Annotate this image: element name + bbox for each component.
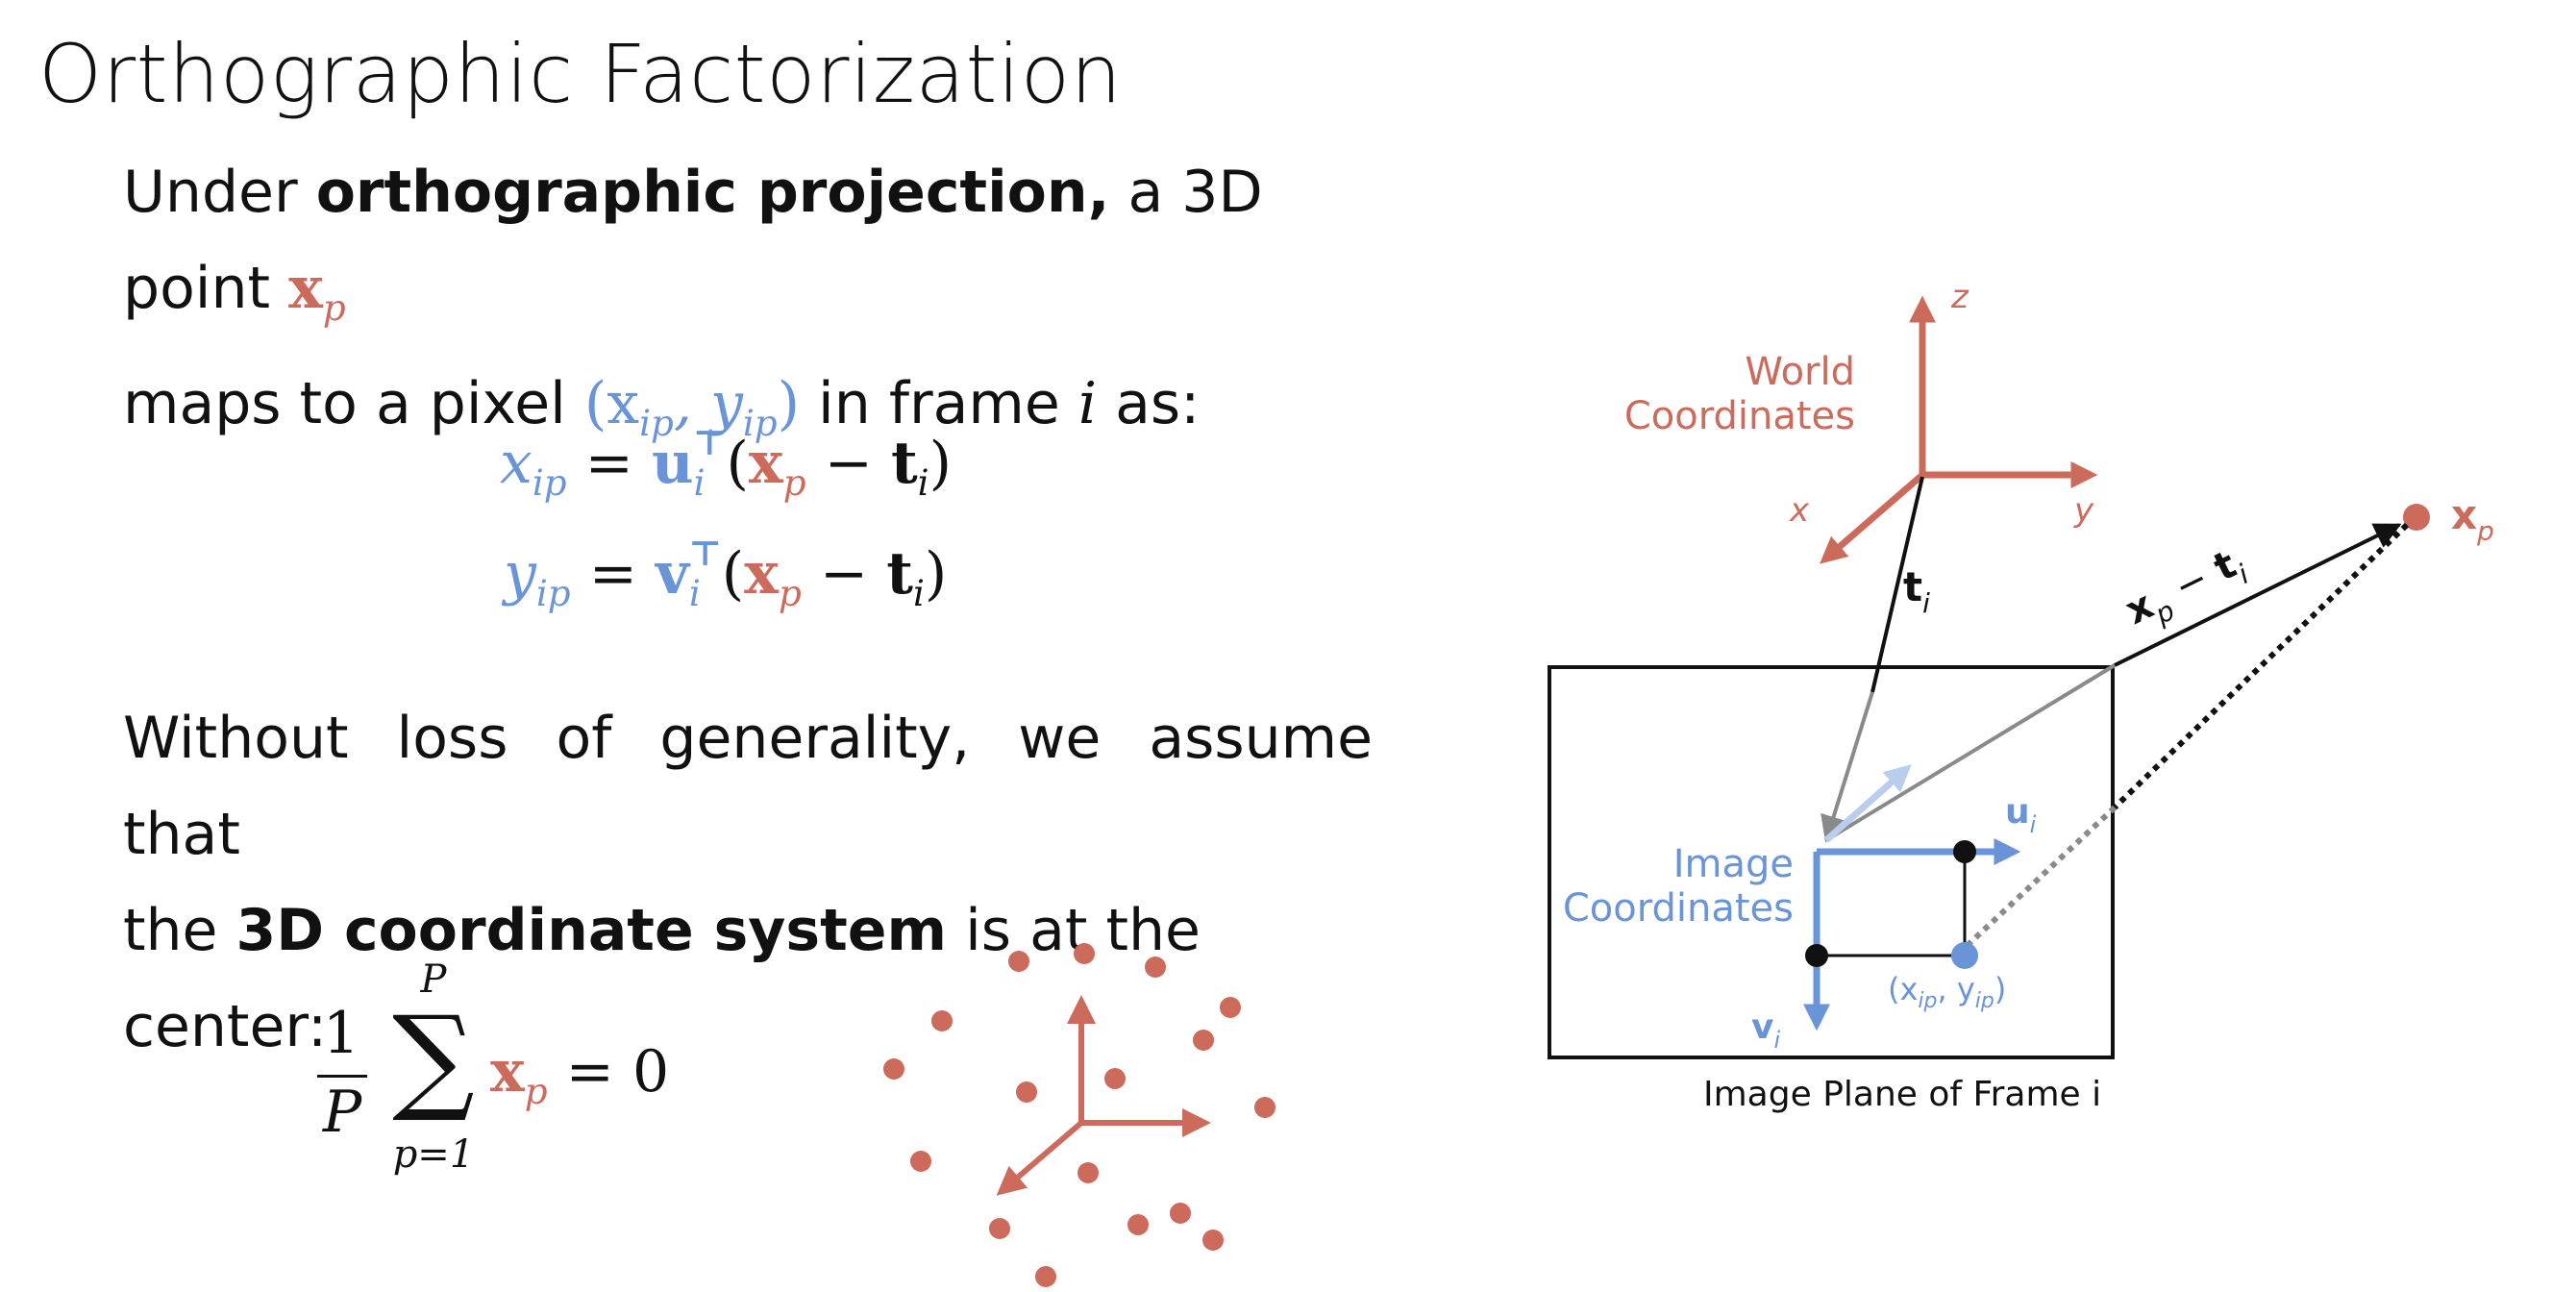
cloud-point [1008, 951, 1029, 972]
centering-equation: 1 P P ∑ p=1 xp = 0 [317, 957, 721, 1192]
fraction-denominator: P [322, 1079, 362, 1146]
v-projection-point [1805, 944, 1828, 967]
sum-upper-limit: P [420, 957, 447, 1002]
cloud-point [989, 1218, 1010, 1239]
world-x-label: x [1789, 491, 1810, 530]
axis-diagonal [996, 1120, 1083, 1196]
image-plane-caption: Image Plane of Frame i [1703, 1075, 2101, 1114]
intro-bold-term: orthographic projection, [315, 159, 1110, 226]
sum-term: xp = 0 [490, 1038, 670, 1113]
point-cloud [883, 943, 1276, 1287]
cloud-point [1254, 1097, 1276, 1118]
dotted-projection-inside [1962, 805, 2118, 951]
pixel-symbol: (xip, yip) [583, 370, 800, 445]
point-vector-label: xp − ti [2118, 539, 2254, 641]
world-z-label: z [1950, 278, 1969, 316]
u-projection-point [1953, 840, 1976, 863]
image-plane-frame [1548, 665, 2115, 1059]
image-depth-axis [1823, 764, 1912, 843]
assumption-line-1: Without loss of generality, we assume th… [123, 705, 1373, 868]
pixel-label: (xip, yip) [1888, 971, 2006, 1013]
cloud-point [1193, 1030, 1214, 1051]
image-v-label: vi [1751, 1007, 1780, 1054]
intro-text: as: [1097, 370, 1201, 438]
cloud-point [1220, 997, 1241, 1018]
point-symbol: xp [288, 255, 346, 330]
image-label-line1: Image [1673, 842, 1794, 886]
intro-text: a 3D point [123, 159, 1263, 322]
centroid-axes [996, 995, 1211, 1196]
cloud-point [1145, 957, 1166, 978]
intro-line-2: maps to a pixel (xip, yip) in frame i as… [123, 356, 1373, 471]
cloud-point [883, 1058, 904, 1080]
pixel-point [1951, 942, 1978, 969]
intro-text: Under [123, 159, 316, 226]
intro-text: maps to a pixel [123, 370, 584, 438]
world-y-label: y [2073, 491, 2094, 530]
projection-equation-x: xip = ui⊤(xp − ti) [500, 423, 952, 504]
cloud-point [1170, 1203, 1191, 1224]
fraction-numerator: 1 [322, 1000, 360, 1067]
cloud-point [1127, 1214, 1149, 1235]
intro-line-1: Under orthographic projection, a 3D poin… [123, 144, 1373, 356]
translation-label: ti [1903, 563, 1930, 619]
point-cloud-figure [883, 943, 1276, 1287]
world-point [2403, 504, 2430, 531]
cloud-point [1035, 1266, 1056, 1287]
projection-equation-y: yip = vi⊤(xp − ti) [504, 534, 948, 614]
world-label-line1: World [1745, 350, 1855, 394]
image-u-label: ui [2005, 792, 2037, 838]
assumption-line-2: the 3D coordinate system is at the cente… [123, 897, 1201, 1060]
world-point-label: xp [2451, 491, 2494, 547]
assumption-paragraph: Without loss of generality, we assume th… [123, 690, 1373, 1075]
world-axes [1820, 295, 2098, 564]
assumption-bold-term: 3D coordinate system [235, 897, 947, 964]
slide-title: Orthographic Factorization [38, 27, 1123, 121]
dotted-projection-outside [2112, 522, 2410, 810]
image-label-line2: Coordinates [1563, 886, 1794, 931]
intro-paragraph: Under orthographic projection, a 3D poin… [123, 144, 1373, 471]
cloud-point [1016, 1081, 1037, 1103]
sum-symbol: ∑ [392, 992, 475, 1126]
point-vector [2114, 523, 2402, 667]
cloud-point [931, 1010, 953, 1031]
sum-lower-limit: p=1 [392, 1132, 475, 1177]
fraction-bar [317, 1075, 367, 1078]
cloud-point [1077, 1162, 1099, 1183]
cloud-point [1202, 1230, 1224, 1251]
world-label-line2: Coordinates [1624, 394, 1855, 438]
world-x-axis [1820, 472, 1925, 564]
cloud-point [1104, 1068, 1126, 1089]
projection-diagram: Image Plane of Frame i z y x World Coord… [1548, 278, 2494, 1114]
translation-vector [1870, 476, 1924, 693]
frame-variable: i [1077, 370, 1098, 438]
translation-projection [1821, 691, 1874, 843]
intro-text: in frame [799, 370, 1078, 438]
point-vector-projection [1824, 663, 2117, 842]
cloud-point [1074, 943, 1095, 964]
cloud-point [910, 1151, 931, 1172]
